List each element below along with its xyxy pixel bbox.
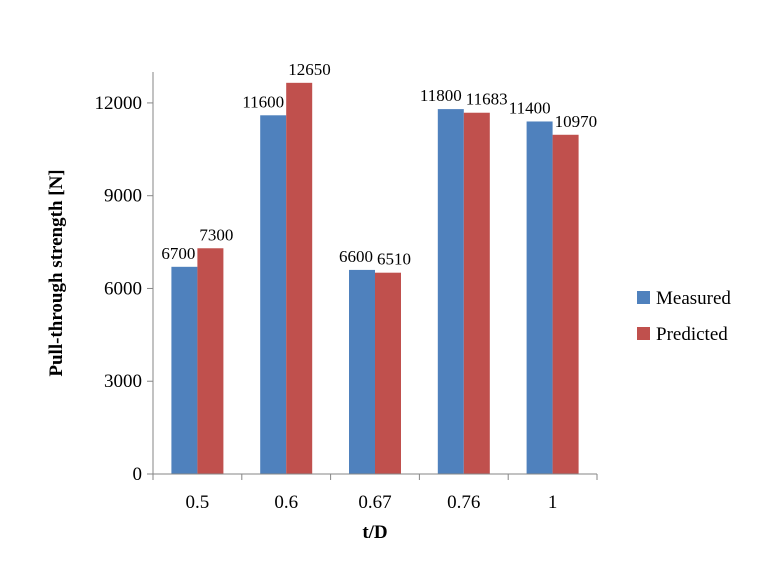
legend-swatch-predicted [637,327,650,340]
bar-predicted-1 [552,134,579,474]
y-tick-label: 9000 [104,186,142,207]
x-tick-label: 0.67 [358,492,391,513]
data-label-measured-0.5: 6700 [161,244,195,263]
bars [171,82,579,475]
bar-predicted-0.6 [286,82,313,475]
y-axis-title: Pull-through strength [N] [46,169,67,376]
bar-measured-0.6 [260,115,287,475]
data-label-predicted-0.6: 12650 [288,60,331,79]
data-label-measured-0.76: 11800 [420,86,462,105]
legend: Measured Predicted [637,288,731,345]
bar-measured-0.5 [171,266,198,474]
data-label-predicted-0.76: 11683 [466,90,508,109]
data-label-measured-0.6: 11600 [242,92,284,111]
x-tick-label: 0.6 [274,492,298,513]
x-axis-ticks: 0.5 0.6 0.67 0.76 1 [152,474,598,513]
legend-label-predicted: Predicted [656,324,728,345]
y-axis-ticks: 0 3000 6000 9000 12000 [95,93,153,485]
data-label-predicted-0.67: 6510 [377,250,411,269]
legend-label-measured: Measured [656,288,731,309]
bar-predicted-0.5 [197,248,224,474]
y-tick-label: 6000 [104,278,142,299]
y-tick-label: 0 [133,464,143,485]
data-label-predicted-1: 10970 [555,112,598,131]
x-tick-label: 0.76 [447,492,480,513]
data-label-measured-1: 11400 [509,98,551,117]
y-tick-label: 3000 [104,371,142,392]
bar-measured-0.76 [437,109,464,474]
x-tick-label: 1 [548,492,558,513]
bar-predicted-0.67 [375,272,401,474]
data-label-measured-0.67: 6600 [339,247,373,266]
data-label-predicted-0.5: 7300 [199,225,233,244]
legend-swatch-measured [637,291,650,304]
y-tick-label: 12000 [95,93,143,114]
x-axis-title: t/D [362,522,387,543]
bar-predicted-0.76 [463,112,490,474]
x-tick-label: 0.5 [186,492,210,513]
bar-measured-0.67 [349,269,375,474]
bar-measured-1 [526,121,553,474]
